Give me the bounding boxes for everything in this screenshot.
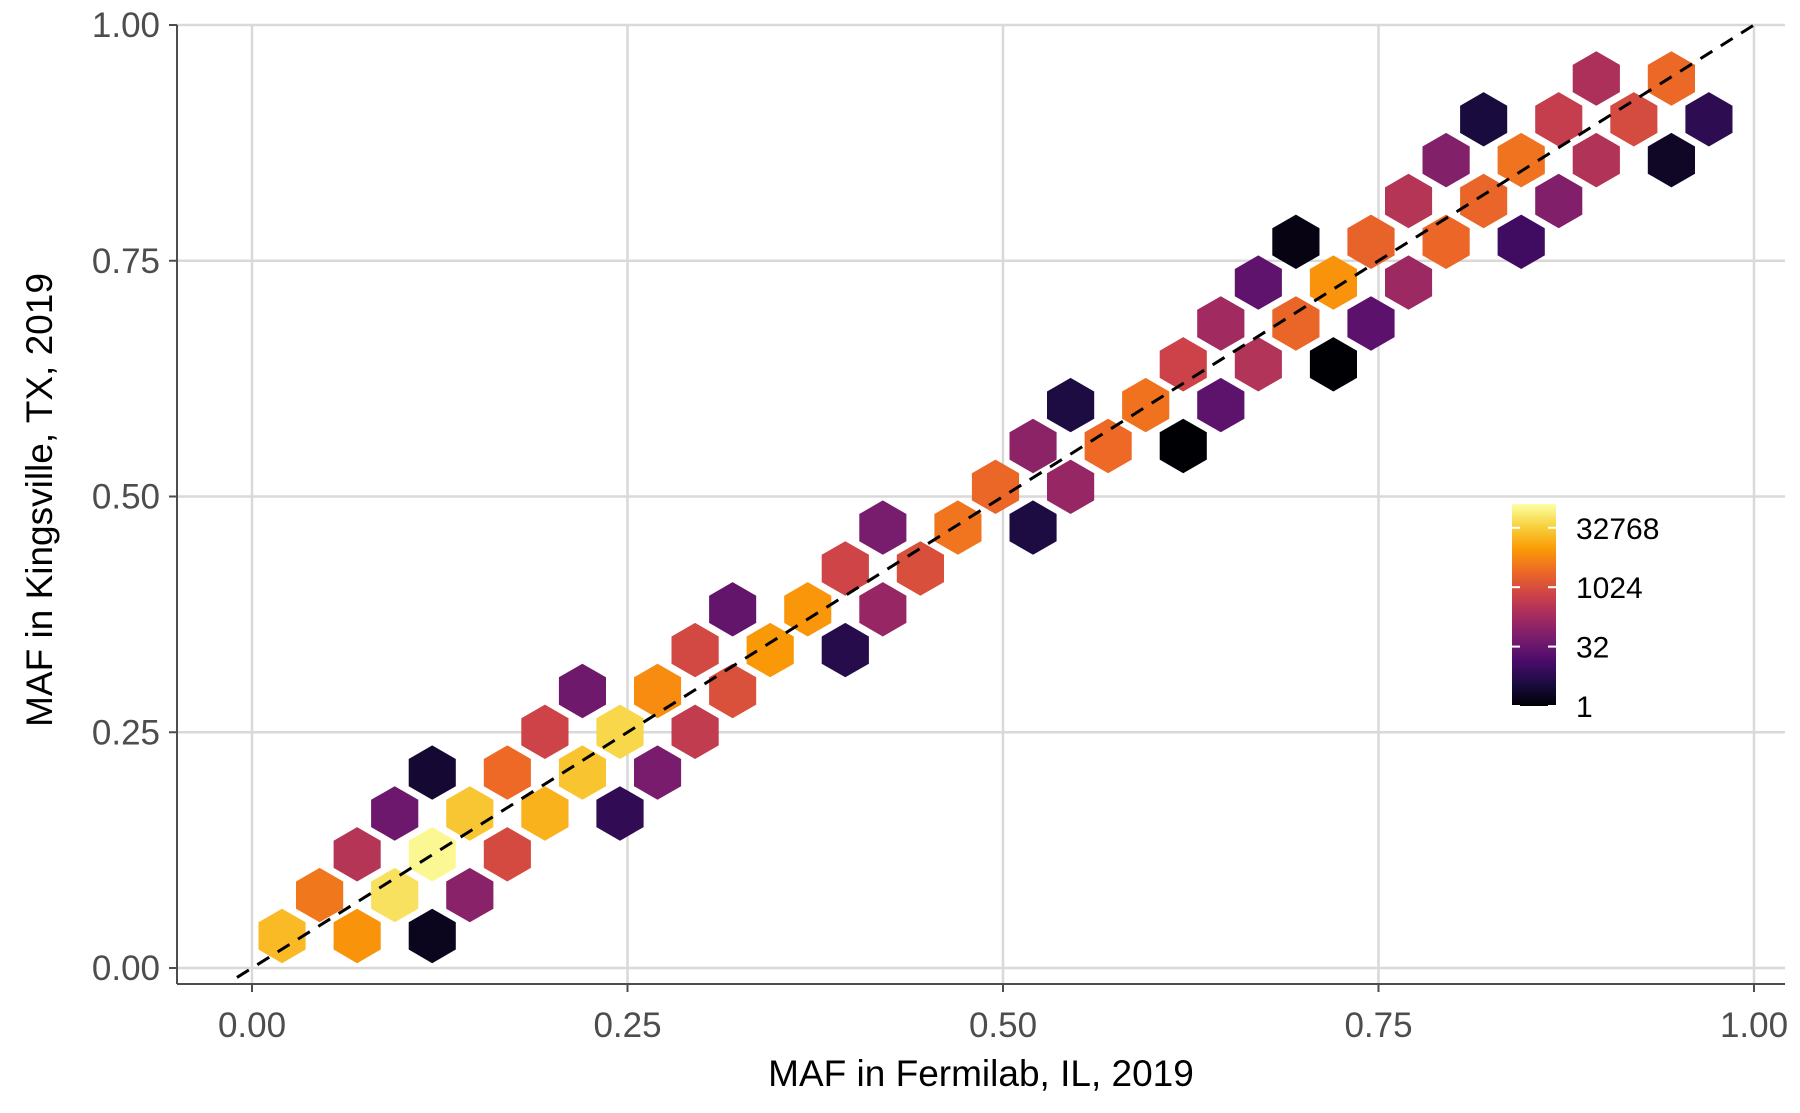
hex-bin bbox=[1272, 296, 1320, 351]
hex-bin bbox=[634, 745, 682, 800]
hex-bin bbox=[258, 908, 306, 964]
y-tick-label: 0.75 bbox=[92, 242, 160, 281]
colorbar-label: 32 bbox=[1576, 632, 1609, 665]
hex-bin bbox=[784, 582, 832, 637]
hex-bin bbox=[408, 745, 456, 800]
y-axis-title: MAF in Kingsville, TX, 2019 bbox=[19, 273, 60, 727]
color-legend: 32768 1024 32 1 bbox=[1512, 504, 1659, 724]
x-tick-label: 1.00 bbox=[1720, 1006, 1788, 1045]
hex-bin bbox=[1309, 255, 1357, 310]
hex-bin bbox=[446, 867, 494, 923]
colorbar bbox=[1512, 504, 1556, 706]
hex-bin bbox=[859, 500, 907, 555]
hex-bin bbox=[709, 663, 757, 719]
hex-bin bbox=[1460, 173, 1508, 229]
hex-bin bbox=[1572, 132, 1620, 188]
reference-line-y-equals-x bbox=[236, 23, 1755, 979]
hex-bin bbox=[1347, 214, 1395, 269]
hex-bin bbox=[1497, 214, 1545, 269]
hex-bin bbox=[821, 541, 869, 596]
y-axis-ticks: 0.00 0.25 0.50 0.75 1.00 bbox=[92, 6, 177, 988]
hex-bin bbox=[1197, 296, 1245, 351]
hex-bin bbox=[1159, 337, 1207, 392]
hex-bin bbox=[446, 786, 494, 841]
hex-bin bbox=[1610, 92, 1658, 147]
x-axis-title: MAF in Fermilab, IL, 2019 bbox=[768, 1053, 1194, 1094]
hex-bin bbox=[1460, 92, 1508, 147]
hex-bin bbox=[596, 786, 644, 841]
hex-bin bbox=[746, 622, 794, 678]
axes bbox=[176, 25, 1785, 985]
colorbar-label: 1 bbox=[1576, 691, 1593, 724]
hex-bin bbox=[483, 745, 531, 800]
hexbin-cells bbox=[258, 51, 1733, 964]
hex-bin bbox=[934, 500, 982, 555]
hex-bin bbox=[1422, 214, 1470, 269]
hex-bin bbox=[1047, 377, 1095, 433]
hex-bin bbox=[371, 867, 419, 923]
colorbar-label: 1024 bbox=[1576, 572, 1643, 605]
hex-bin bbox=[1084, 418, 1132, 474]
y-tick-label: 0.25 bbox=[92, 713, 160, 752]
hex-bin bbox=[408, 908, 456, 964]
x-tick-label: 0.25 bbox=[593, 1006, 661, 1045]
colorbar-label: 32768 bbox=[1576, 513, 1659, 546]
x-tick-label: 0.00 bbox=[218, 1006, 286, 1045]
hex-bin bbox=[558, 745, 606, 800]
hex-bin bbox=[896, 541, 944, 596]
x-axis-ticks: 0.00 0.25 0.50 0.75 1.00 bbox=[218, 984, 1788, 1045]
hex-bin bbox=[1272, 214, 1320, 269]
hex-bin bbox=[1234, 255, 1282, 310]
hex-bin bbox=[1385, 173, 1433, 229]
hex-bin bbox=[1385, 255, 1433, 310]
hex-bin bbox=[1309, 337, 1357, 392]
hex-bin bbox=[1122, 377, 1170, 433]
y-tick-label: 1.00 bbox=[92, 6, 160, 45]
hex-bin bbox=[1047, 459, 1095, 514]
hex-bin bbox=[521, 786, 569, 841]
hex-bin bbox=[671, 704, 719, 759]
hex-bin bbox=[1197, 377, 1245, 433]
hex-bin bbox=[1347, 296, 1395, 351]
hex-bin bbox=[558, 663, 606, 719]
hex-bin bbox=[1535, 173, 1583, 229]
hex-bin bbox=[671, 622, 719, 678]
hex-bin bbox=[1572, 51, 1620, 106]
hex-bin bbox=[483, 827, 531, 882]
hex-bin bbox=[859, 582, 907, 637]
x-tick-label: 0.75 bbox=[1344, 1006, 1412, 1045]
hex-bin bbox=[1422, 132, 1470, 188]
hex-bin bbox=[971, 459, 1020, 514]
hex-bin bbox=[1009, 500, 1057, 555]
hex-bin bbox=[1535, 92, 1583, 147]
hex-bin bbox=[333, 908, 381, 964]
hex-bin bbox=[408, 827, 456, 882]
hex-bin bbox=[1497, 132, 1545, 188]
hex-bin bbox=[1234, 337, 1282, 392]
hex-bin bbox=[333, 827, 381, 882]
hex-bin bbox=[521, 704, 569, 759]
hex-bin bbox=[709, 582, 757, 637]
colorbar-ticks: 32768 1024 32 1 bbox=[1512, 513, 1659, 724]
hex-bin bbox=[596, 704, 644, 759]
hex-bin bbox=[634, 663, 682, 719]
hex-bin bbox=[1647, 132, 1695, 188]
y-tick-label: 0.50 bbox=[92, 478, 160, 517]
hex-bin bbox=[296, 867, 344, 923]
hex-bin bbox=[1159, 418, 1207, 474]
y-tick-label: 0.00 bbox=[92, 949, 160, 988]
x-tick-label: 0.50 bbox=[969, 1006, 1037, 1045]
hex-bin bbox=[1685, 92, 1733, 147]
hex-bin bbox=[1009, 418, 1057, 474]
hex-bin bbox=[821, 622, 869, 678]
hex-bin bbox=[371, 786, 419, 841]
